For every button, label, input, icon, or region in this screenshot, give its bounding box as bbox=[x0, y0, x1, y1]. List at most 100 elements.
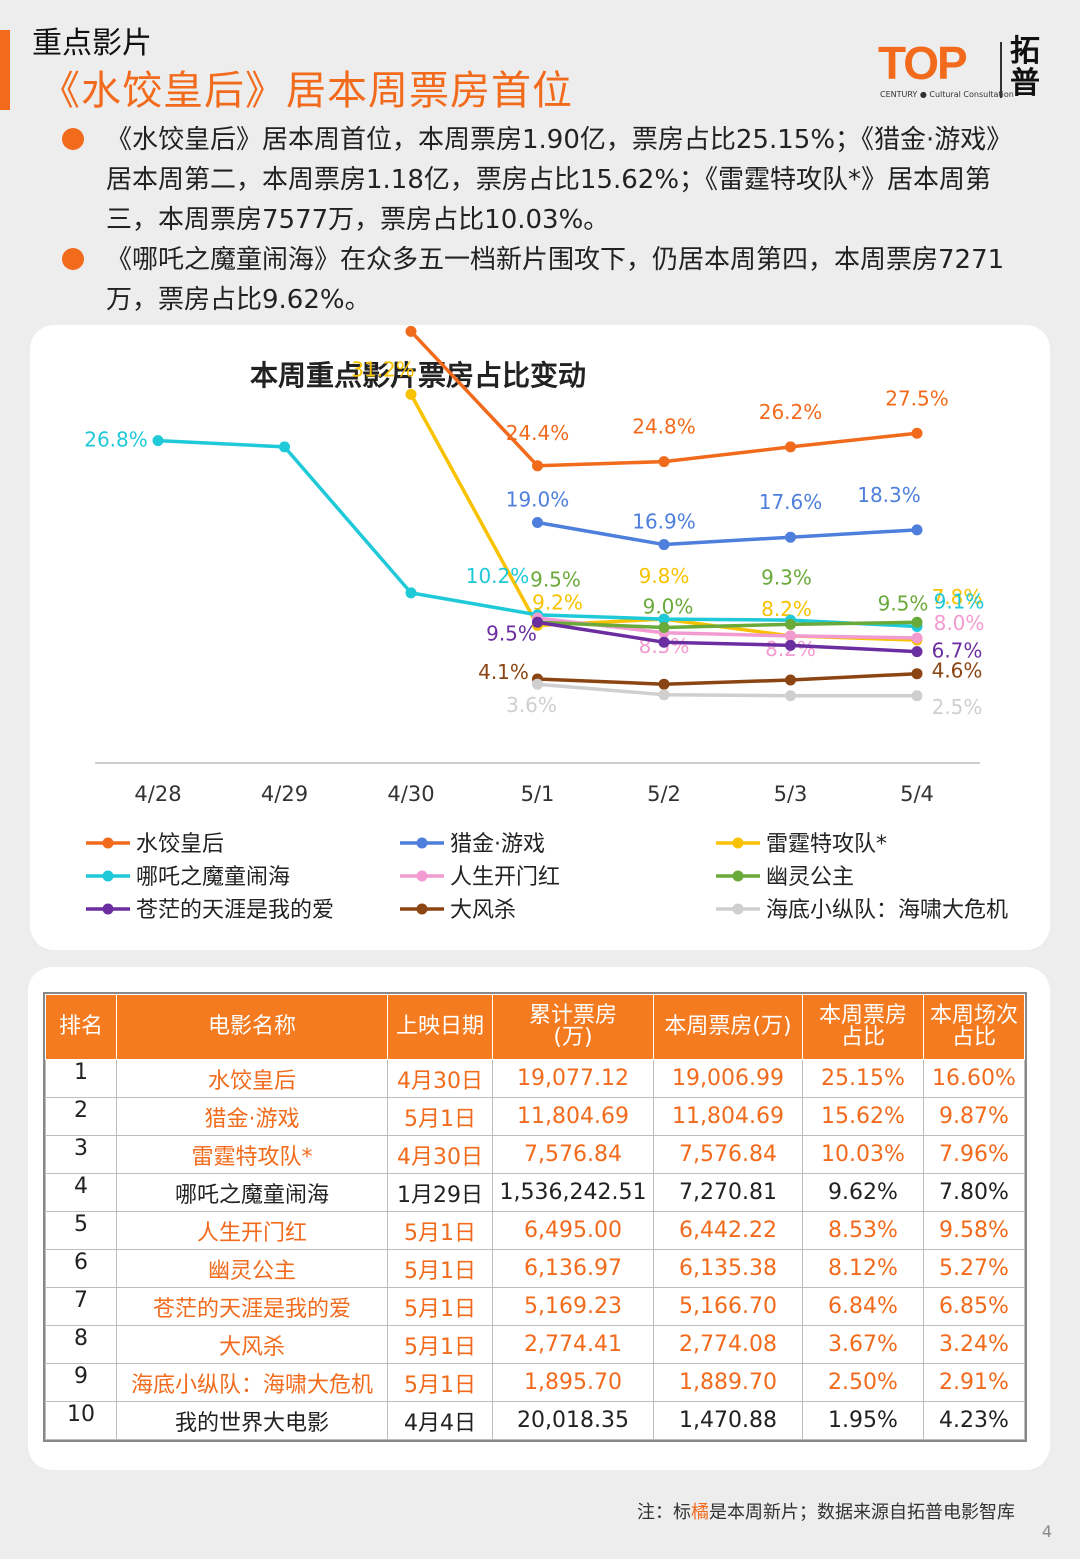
data-point bbox=[911, 646, 923, 658]
cell-week: 1,470.88 bbox=[653, 1401, 803, 1440]
footnote-suffix: 是本周新片；数据来源自拓普电影智库 bbox=[709, 1502, 1015, 1523]
cell-share: 10.03% bbox=[802, 1135, 924, 1174]
data-label: 7.8% bbox=[932, 585, 983, 609]
cell-date: 5月1日 bbox=[387, 1097, 493, 1136]
table-body: 1 水饺皇后 4月30日 19,077.12 19,006.99 25.15% 16.60%… bbox=[45, 1059, 1025, 1440]
data-label: 24.8% bbox=[632, 415, 696, 439]
section-kicker: 重点影片 bbox=[32, 26, 152, 61]
data-label: 18.3% bbox=[857, 483, 921, 507]
table-row: 6 幽灵公主 5月1日 6,136.97 6,135.38 8.12% 5.27% bbox=[45, 1249, 1025, 1288]
cell-week: 6,442.22 bbox=[653, 1211, 803, 1250]
cell-name: 幽灵公主 bbox=[116, 1249, 388, 1288]
cell-rank: 5 bbox=[45, 1211, 117, 1250]
series-line bbox=[409, 330, 918, 468]
col-header-share-text: 本周票房 占比 bbox=[818, 1003, 907, 1050]
top-logo: TOP 拓普 CENTURY ● Cultural Consultation bbox=[878, 36, 1053, 102]
cell-screen: 16.60% bbox=[923, 1059, 1025, 1098]
box-office-table: 排名 电影名称 上映日期 累计票房 (万) 本周票房(万) 本周票房 占比 本周… bbox=[43, 992, 1027, 1442]
legend-swatch-dot bbox=[732, 837, 744, 849]
table-row: 10 我的世界大电影 4月4日 20,018.35 1,470.88 1.95% 4.23% bbox=[45, 1401, 1025, 1440]
logo-separator bbox=[1000, 42, 1002, 98]
data-point bbox=[658, 456, 670, 468]
cell-share: 3.67% bbox=[802, 1325, 924, 1364]
legend-swatch-dot bbox=[732, 903, 744, 915]
legend-swatch-dot bbox=[102, 837, 114, 849]
col-header-screen-text: 本周场次 占比 bbox=[929, 1003, 1018, 1050]
data-label: 9.5% bbox=[486, 621, 537, 645]
legend-swatch-dot bbox=[416, 837, 428, 849]
data-point bbox=[405, 325, 417, 337]
data-label: 9.5% bbox=[878, 591, 929, 615]
data-point bbox=[532, 460, 543, 472]
legend-label: 大风杀 bbox=[450, 898, 516, 923]
cell-date: 4月30日 bbox=[387, 1059, 493, 1098]
data-label: 16.9% bbox=[632, 510, 696, 534]
cell-screen: 4.23% bbox=[923, 1401, 1025, 1440]
table-row: 3 雷霆特攻队* 4月30日 7,576.84 7,576.84 10.03% 7.96% bbox=[45, 1135, 1025, 1174]
data-point bbox=[785, 674, 796, 686]
data-point bbox=[658, 636, 670, 648]
cell-week: 11,804.69 bbox=[653, 1097, 803, 1136]
cell-share: 8.12% bbox=[802, 1249, 924, 1288]
series-line bbox=[537, 520, 918, 547]
cell-rank: 3 bbox=[45, 1135, 117, 1174]
data-label: 27.5% bbox=[885, 386, 949, 410]
data-label: 4.6% bbox=[932, 659, 983, 683]
page-number: 4 bbox=[1041, 1522, 1052, 1541]
summary-bullets: 《水饺皇后》居本周首位，本周票房1.90亿，票房占比25.15%；《猎金·游戏》… bbox=[60, 120, 1030, 320]
data-point bbox=[279, 441, 290, 453]
data-point bbox=[405, 587, 417, 599]
col-header-share: 本周票房 占比 bbox=[802, 994, 924, 1060]
logo-subtitle: CENTURY ● Cultural Consultation bbox=[880, 90, 1014, 99]
data-point bbox=[658, 689, 670, 701]
data-point bbox=[911, 427, 923, 439]
cell-week: 7,576.84 bbox=[653, 1135, 803, 1174]
cell-name: 人生开门红 bbox=[116, 1211, 388, 1250]
cell-name: 雷霆特攻队* bbox=[116, 1135, 388, 1174]
cell-rank: 7 bbox=[45, 1287, 117, 1326]
cell-rank: 4 bbox=[45, 1173, 117, 1212]
legend-label: 幽灵公主 bbox=[766, 865, 854, 890]
data-point bbox=[785, 618, 796, 630]
cell-date: 5月1日 bbox=[387, 1363, 493, 1402]
cell-total: 1,895.70 bbox=[492, 1363, 654, 1402]
data-label: 10.2% bbox=[466, 564, 530, 588]
data-label: 26.8% bbox=[84, 428, 148, 452]
x-tick-label: 5/2 bbox=[647, 782, 681, 806]
chart-card: 本周重点影片票房占比变动4/284/294/305/15/25/35/437.2… bbox=[30, 325, 1050, 950]
table-card: 排名 电影名称 上映日期 累计票房 (万) 本周票房(万) 本周票房 占比 本周… bbox=[28, 967, 1050, 1470]
x-tick-label: 4/28 bbox=[134, 782, 181, 806]
table-row: 2 猎金·游戏 5月1日 11,804.69 11,804.69 15.62% 9.87% bbox=[45, 1097, 1025, 1136]
cell-screen: 7.80% bbox=[923, 1173, 1025, 1212]
legend-label: 雷霆特攻队* bbox=[766, 832, 887, 857]
data-label: 2.5% bbox=[932, 695, 983, 719]
line-chart: 本周重点影片票房占比变动4/284/294/305/15/25/35/437.2… bbox=[84, 325, 1008, 923]
logo-cn: 拓普 bbox=[1010, 34, 1040, 101]
cell-total: 19,077.12 bbox=[492, 1059, 654, 1098]
series-line bbox=[537, 620, 918, 654]
data-label: 9.5% bbox=[530, 567, 581, 591]
data-label: 31.2% bbox=[351, 357, 415, 381]
x-tick-label: 4/30 bbox=[387, 782, 434, 806]
data-point bbox=[532, 678, 543, 690]
cell-week: 1,889.70 bbox=[653, 1363, 803, 1402]
col-header-rank: 排名 bbox=[45, 994, 117, 1060]
data-label: 3.6% bbox=[506, 693, 557, 717]
cell-share: 9.62% bbox=[802, 1173, 924, 1212]
cell-name: 苍茫的天涯是我的爱 bbox=[116, 1287, 388, 1326]
data-point bbox=[911, 690, 923, 702]
footnote-prefix: 注：标 bbox=[637, 1502, 691, 1523]
data-point bbox=[152, 435, 164, 447]
table-row: 5 人生开门红 5月1日 6,495.00 6,442.22 8.53% 9.58% bbox=[45, 1211, 1025, 1250]
data-point bbox=[911, 632, 923, 644]
legend-label: 人生开门红 bbox=[450, 865, 560, 890]
footnote-highlight: 橘 bbox=[691, 1502, 709, 1523]
data-label: 9.8% bbox=[639, 564, 690, 588]
data-point bbox=[785, 630, 796, 642]
bullet-item: 《哪吒之魔童闹海》在众多五一档新片围攻下，仍居本周第四，本周票房7271万，票房… bbox=[60, 240, 1030, 320]
data-point bbox=[532, 517, 543, 528]
cell-date: 4月4日 bbox=[387, 1401, 493, 1440]
legend-label: 苍茫的天涯是我的爱 bbox=[136, 898, 334, 923]
cell-name: 海底小纵队：海啸大危机 bbox=[116, 1363, 388, 1402]
data-point bbox=[785, 531, 796, 543]
